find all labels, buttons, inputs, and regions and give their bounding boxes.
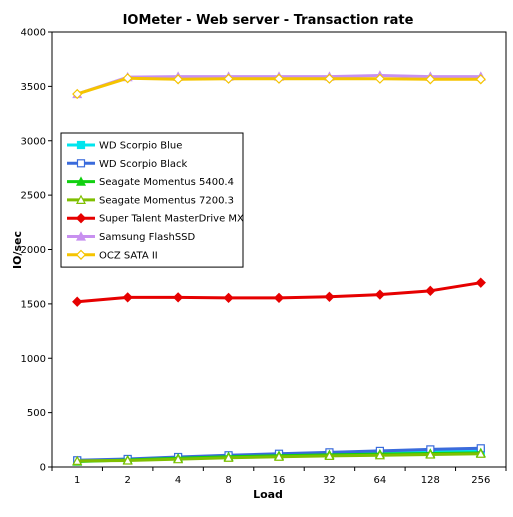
data-point: [172, 74, 184, 85]
data-point: [374, 289, 386, 300]
data-point: [425, 74, 436, 85]
y-tick-label: 2000: [21, 245, 46, 256]
legend-label: WD Scorpio Black: [99, 159, 188, 170]
data-point: [324, 73, 335, 84]
data-point: [72, 455, 83, 466]
x-tick-label: 2: [124, 475, 130, 486]
data-point: [122, 292, 133, 303]
legend-swatch-marker: [75, 213, 87, 224]
x-tick-label: 8: [225, 475, 231, 486]
legend-label: Seagate Momentus 7200.3: [99, 195, 234, 206]
x-tick-label: 64: [374, 475, 387, 486]
legend-label: Seagate Momentus 5400.4: [99, 177, 234, 188]
x-tick-label: 128: [421, 475, 440, 486]
y-tick-label: 1500: [21, 299, 46, 310]
data-point: [273, 73, 285, 84]
data-point: [324, 291, 335, 302]
data-point: [223, 292, 234, 304]
legend-item: Samsung FlashSSD: [67, 231, 196, 243]
legend-item: Seagate Momentus 5400.4: [67, 176, 234, 188]
data-point: [374, 73, 386, 84]
y-axis-title: IO/sec: [11, 231, 24, 269]
y-tick-label: 3500: [21, 82, 46, 93]
legend-item: OCZ SATA II: [67, 249, 158, 261]
data-point: [475, 277, 486, 288]
data-point: [223, 452, 234, 462]
series-4: [72, 277, 486, 307]
x-tick-label: 32: [323, 475, 336, 486]
data-point: [273, 292, 285, 304]
data-point: [172, 292, 184, 303]
x-axis-title: Load: [253, 488, 283, 501]
y-tick-label: 1000: [21, 354, 46, 365]
legend-label: OCZ SATA II: [99, 250, 158, 261]
data-point: [425, 449, 436, 459]
x-tick-label: 4: [175, 475, 181, 486]
legend-label: WD Scorpio Blue: [99, 141, 182, 152]
legend-swatch-marker: [76, 194, 86, 204]
legend-label: Super Talent MasterDrive MX: [99, 214, 244, 225]
data-point: [274, 451, 284, 461]
legend-item: WD Scorpio Black: [67, 159, 188, 170]
plot-area: 0 500 1000 1500 2000 2500 3000 3500 4000 1 2 4 8 16 32…: [21, 28, 507, 486]
data-point: [122, 73, 133, 84]
data-point: [173, 453, 184, 464]
data-point: [374, 449, 385, 460]
data-point: [223, 73, 234, 84]
legend-swatch-marker: [76, 159, 86, 168]
x-tick-label: 256: [471, 475, 490, 486]
legend-item: Seagate Momentus 7200.3: [67, 194, 234, 206]
y-tick-label: 500: [27, 408, 46, 419]
legend-item: Super Talent MasterDrive MX: [67, 213, 244, 225]
y-tick-label: 4000: [21, 28, 46, 39]
data-point: [425, 285, 436, 296]
series-3: [72, 448, 486, 466]
x-tick-label: 16: [273, 475, 286, 486]
data-point: [475, 74, 486, 85]
data-point: [72, 296, 83, 307]
x-tick-label: 1: [74, 475, 80, 486]
chart-title: IOMeter - Web server - Transaction rate: [123, 13, 414, 28]
y-tick-label: 2500: [21, 191, 46, 202]
data-point: [72, 88, 83, 100]
y-tick-label: 3000: [21, 136, 46, 147]
legend-swatch-marker: [76, 140, 86, 150]
data-point: [324, 450, 335, 461]
data-point: [122, 455, 133, 465]
series-6: [72, 73, 486, 100]
data-point: [475, 448, 486, 458]
y-tick-label: 0: [40, 463, 46, 474]
legend-label: Samsung FlashSSD: [99, 232, 196, 243]
legend-swatch-marker: [75, 249, 87, 260]
legend: WD Scorpio Blue WD Scorpio Black Seagate M…: [60, 132, 244, 268]
legend-swatch-marker: [76, 231, 86, 241]
legend-swatch-marker: [76, 176, 86, 186]
legend-item: WD Scorpio Blue: [67, 141, 182, 152]
